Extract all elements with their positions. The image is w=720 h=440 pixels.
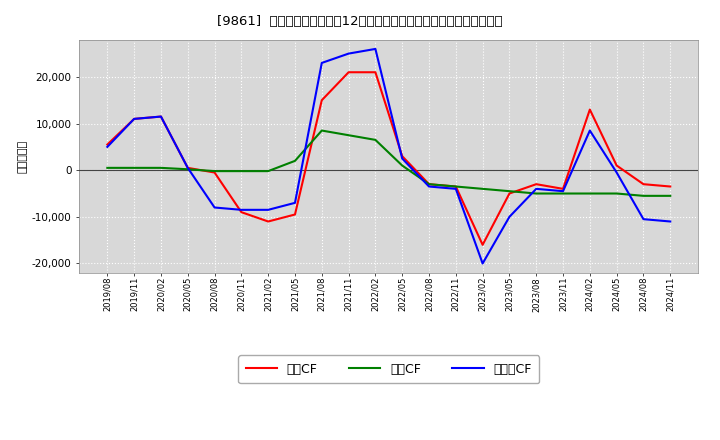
Text: [9861]  キャッシュフローの12か月移動合計の対前年同期増減額の推移: [9861] キャッシュフローの12か月移動合計の対前年同期増減額の推移 xyxy=(217,15,503,29)
フリーCF xyxy=(237,207,246,213)
フリーCF xyxy=(157,114,166,119)
フリーCF xyxy=(264,207,272,213)
営業CF xyxy=(184,165,192,170)
営業CF xyxy=(666,184,675,189)
営業CF xyxy=(451,184,460,189)
投資CF xyxy=(103,165,112,170)
投資CF xyxy=(318,128,326,133)
フリーCF xyxy=(103,144,112,150)
営業CF xyxy=(559,186,567,191)
営業CF xyxy=(291,212,300,217)
営業CF xyxy=(130,116,138,121)
フリーCF xyxy=(559,188,567,194)
フリーCF xyxy=(398,156,407,161)
営業CF xyxy=(478,242,487,247)
フリーCF xyxy=(371,46,379,51)
投資CF xyxy=(478,186,487,191)
フリーCF xyxy=(291,200,300,205)
営業CF xyxy=(398,154,407,159)
投資CF xyxy=(210,169,219,174)
投資CF xyxy=(612,191,621,196)
投資CF xyxy=(344,132,353,138)
投資CF xyxy=(264,169,272,174)
投資CF xyxy=(184,167,192,172)
投資CF xyxy=(130,165,138,170)
投資CF xyxy=(291,158,300,164)
営業CF xyxy=(344,70,353,75)
投資CF xyxy=(532,191,541,196)
フリーCF xyxy=(478,261,487,266)
投資CF xyxy=(666,193,675,198)
営業CF xyxy=(639,182,648,187)
フリーCF xyxy=(130,116,138,121)
営業CF xyxy=(103,142,112,147)
フリーCF xyxy=(666,219,675,224)
投資CF xyxy=(505,188,514,194)
フリーCF xyxy=(532,186,541,191)
営業CF xyxy=(585,107,594,112)
フリーCF xyxy=(451,186,460,191)
フリーCF xyxy=(210,205,219,210)
営業CF xyxy=(157,114,166,119)
Line: 投資CF: 投資CF xyxy=(107,131,670,196)
フリーCF xyxy=(425,184,433,189)
フリーCF xyxy=(612,170,621,175)
営業CF xyxy=(371,70,379,75)
営業CF xyxy=(318,98,326,103)
Line: フリーCF: フリーCF xyxy=(107,49,670,264)
営業CF xyxy=(264,219,272,224)
投資CF xyxy=(639,193,648,198)
投資CF xyxy=(425,182,433,187)
フリーCF xyxy=(639,216,648,222)
営業CF xyxy=(532,182,541,187)
投資CF xyxy=(451,184,460,189)
Line: 営業CF: 営業CF xyxy=(107,72,670,245)
営業CF xyxy=(237,209,246,215)
投資CF xyxy=(559,191,567,196)
投資CF xyxy=(585,191,594,196)
営業CF xyxy=(425,182,433,187)
営業CF xyxy=(505,191,514,196)
投資CF xyxy=(237,169,246,174)
投資CF xyxy=(398,163,407,168)
営業CF xyxy=(210,170,219,175)
フリーCF xyxy=(318,60,326,66)
Y-axis label: （百万円）: （百万円） xyxy=(18,139,27,173)
フリーCF xyxy=(585,128,594,133)
フリーCF xyxy=(505,214,514,220)
フリーCF xyxy=(344,51,353,56)
投資CF xyxy=(157,165,166,170)
フリーCF xyxy=(184,165,192,170)
Legend: 営業CF, 投資CF, フリーCF: 営業CF, 投資CF, フリーCF xyxy=(238,355,539,383)
営業CF xyxy=(612,163,621,168)
投資CF xyxy=(371,137,379,143)
